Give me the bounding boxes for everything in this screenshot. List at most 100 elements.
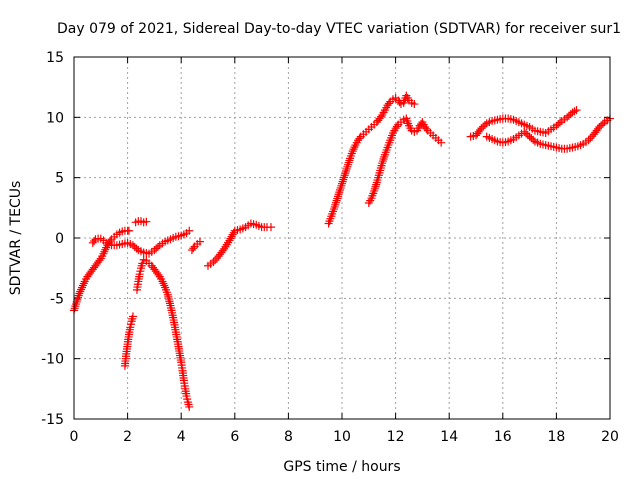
data-point (185, 402, 194, 411)
y-tick-label: 0 (55, 231, 64, 247)
data-point (99, 249, 108, 258)
data-point (101, 245, 110, 254)
data-point (185, 226, 194, 235)
data-point (331, 198, 340, 207)
y-tick-label: -5 (50, 291, 64, 307)
plot-frame (73, 56, 611, 420)
data-point (384, 99, 393, 108)
data-point (90, 237, 99, 246)
data-point (378, 157, 387, 166)
data-point (330, 202, 339, 211)
x-tick-label: 8 (284, 429, 293, 445)
data-point (355, 134, 364, 143)
series-arc-6 (187, 237, 204, 255)
x-tick-label: 14 (440, 429, 458, 445)
x-tick-label: 10 (333, 429, 351, 445)
data-point (480, 120, 489, 129)
data-point (333, 192, 342, 201)
data-point (584, 136, 593, 145)
series-arc-3 (120, 312, 137, 370)
data-point (71, 302, 80, 311)
data-point (348, 147, 357, 156)
data-point (209, 258, 218, 267)
x-tick-label: 16 (494, 429, 512, 445)
data-point (335, 186, 344, 195)
x-tick-label: 0 (70, 429, 79, 445)
data-point (340, 173, 349, 182)
series-arc-9 (364, 114, 446, 208)
data-point (100, 247, 109, 256)
data-point (335, 188, 344, 197)
data-point (138, 259, 147, 268)
y-tick-label: 10 (46, 110, 64, 126)
data-point (70, 304, 79, 313)
series-arc-1 (70, 226, 133, 315)
data-point (392, 122, 401, 131)
data-point (73, 295, 82, 304)
data-point (334, 190, 343, 199)
data-point (142, 217, 151, 226)
data-point (76, 287, 85, 296)
series-arc-5 (131, 217, 151, 227)
data-point (266, 223, 275, 232)
data-point (395, 98, 404, 107)
data-point (376, 112, 385, 121)
data-point (154, 270, 163, 279)
data-point (437, 138, 446, 147)
chart-title: Day 079 of 2021, Sidereal Day-to-day VTE… (57, 21, 621, 37)
data-point (337, 181, 346, 190)
x-tick-label: 18 (547, 429, 565, 445)
data-point (195, 237, 204, 246)
data-point (79, 279, 88, 288)
data-point (78, 283, 87, 292)
grid-layer (74, 57, 610, 419)
data-point (570, 107, 579, 116)
data-point (189, 244, 198, 253)
x-tick-label: 6 (230, 429, 239, 445)
data-point (336, 183, 345, 192)
data-point (78, 281, 87, 290)
series-arc-4 (132, 255, 194, 411)
data-point (344, 160, 353, 169)
y-tick-label: 15 (46, 50, 64, 66)
data-point (568, 108, 577, 117)
data-point (132, 244, 141, 253)
data-point (159, 279, 168, 288)
series-arc-2 (88, 226, 194, 258)
data-point (343, 162, 352, 171)
data-point (338, 177, 347, 186)
data-point (370, 184, 379, 193)
data-point (372, 180, 381, 189)
data-point (158, 277, 167, 286)
data-point (422, 124, 431, 133)
series-arc-11 (482, 114, 614, 153)
x-tick-label: 20 (601, 429, 619, 445)
data-point (124, 226, 133, 235)
y-tick-label: -10 (41, 352, 64, 368)
data-point (555, 118, 564, 127)
data-point (342, 167, 351, 176)
data-point (349, 145, 358, 154)
series-arc-8 (324, 91, 419, 228)
data-point (332, 196, 341, 205)
data-point (160, 281, 169, 290)
data-point (342, 164, 351, 173)
data-point (572, 106, 581, 115)
data-point (95, 256, 104, 265)
data-points (70, 91, 614, 411)
data-point (153, 242, 162, 251)
data-point (75, 289, 84, 298)
series-arc-10 (466, 106, 581, 141)
y-tick-label: 5 (55, 171, 64, 187)
data-point (380, 152, 389, 161)
data-point (128, 312, 137, 321)
data-point (345, 156, 354, 165)
data-point (333, 194, 342, 203)
data-point (598, 119, 607, 128)
data-point (211, 256, 220, 265)
data-point (529, 135, 538, 144)
data-point (410, 100, 419, 109)
data-point (72, 300, 81, 309)
y-tick-label: -15 (41, 412, 64, 428)
